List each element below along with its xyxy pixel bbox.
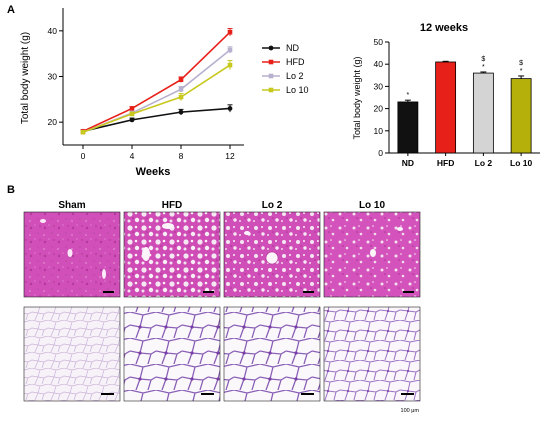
point-lo-10 [80,129,86,135]
line-chart-y-label: Total body weight (g) [20,32,31,124]
line-chart-x-tick-label: 12 [225,151,235,161]
scale-bar-adipose-lo10 [401,393,414,395]
bar-group-hfd: HFD [435,60,457,168]
line-chart-x-tick-label: 0 [81,151,86,161]
legend-marker-lo-2 [268,73,274,79]
line-chart-x-tick-label: 4 [130,151,135,161]
legend-item-hfd: HFD [262,57,305,67]
bar-group-lo-2: Lo 2 *$ [472,56,494,168]
point-lo-10 [227,62,233,68]
point-hfd [178,77,184,82]
bar-chart-y-label: Total body weight (g) [352,56,362,139]
liver-image-lo10 [323,211,421,298]
line-chart-y-tick-label: 20 [48,117,58,127]
series-line-nd [82,107,231,133]
scale-bar-liver-hfd [203,291,214,293]
histology-grid: Sham HFD Lo 2 Lo 10 [23,200,421,414]
series-line-hfd [82,31,231,133]
bar-chart-x-tick-label: Lo 10 [510,158,532,168]
adipose-image-sham [23,306,121,402]
legend-marker-nd [268,45,274,51]
scale-bar-adipose-lo2 [301,393,314,395]
bar-chart-y-tick-label: 20 [374,104,384,114]
legend-item-lo-2: Lo 2 [262,71,304,81]
series-hfd [80,28,233,134]
line-chart-y-tick-label: 30 [48,72,58,82]
point-lo-2 [178,86,184,92]
line-chart-x-tick-label: 8 [179,151,184,161]
liver-image-sham [23,211,121,298]
bar-annotation-lo-10: * [520,68,523,75]
bar-chart-y-tick-label: 50 [374,37,384,47]
bar-chart: 12 weeks 0 10 20 30 40 50 Total body weight (… [352,22,540,168]
line-chart: 20 30 40 0 4 8 12 Total body weight (g) Weeks… [20,8,309,178]
bar-chart-x-tick-label: HFD [437,158,454,168]
bar-chart-y-tick-label: 30 [374,81,384,91]
point-nd [178,109,184,115]
adipose-image-hfd [123,306,221,402]
series-line-lo-10 [82,64,231,133]
histology-label-hfd: HFD [162,200,183,211]
bar-nd [397,101,419,154]
scale-bar-label: 100 μm [401,408,420,414]
panel-letter-b: B [7,184,15,196]
scale-bar-adipose-sham [101,393,114,395]
legend-label-lo-2: Lo 2 [286,71,304,81]
line-chart-x-label: Weeks [136,166,171,178]
adipose-image-lo10 [323,306,421,402]
legend-marker-lo-10 [268,87,274,93]
line-chart-y-tick-label: 40 [48,26,58,36]
point-lo-2 [227,47,233,53]
bar-chart-x-tick-label: ND [402,158,414,168]
scale-bar-liver-sham [103,291,114,293]
scale-bar-adipose-hfd [201,393,214,395]
point-hfd [227,29,233,35]
legend-item-nd: ND [262,43,299,53]
scale-bar-liver-lo2 [303,291,314,293]
histology-label-lo10: Lo 10 [359,200,386,211]
histology-label-lo2: Lo 2 [262,200,283,211]
bar-chart-y-tick-label: 10 [374,126,384,136]
point-lo-10 [178,94,184,100]
series-line-lo-2 [82,49,231,133]
point-nd [129,117,135,123]
bar-annotation-nd: * [407,92,410,99]
series-nd [80,104,233,134]
line-chart-legend: ND HFD Lo 2 Lo 10 [262,43,309,95]
legend-label-nd: ND [286,43,299,53]
bar-chart-title: 12 weeks [420,22,468,34]
point-nd [227,106,233,111]
legend-marker-hfd [268,59,274,65]
adipose-image-lo2 [223,306,321,402]
bar-hfd [435,61,457,154]
histology-label-sham: Sham [58,200,85,211]
bar-group-nd: ND * [397,92,419,168]
bar-lo-10 [510,78,532,154]
point-lo-10 [129,111,135,117]
bar-annotation-lo-10: $ [519,60,523,67]
legend-item-lo-10: Lo 10 [262,85,309,95]
liver-image-lo2 [223,211,321,298]
bar-chart-y-tick-label: 40 [374,59,384,69]
point-hfd [129,106,135,111]
scale-bar-liver-lo10 [403,291,414,293]
panel-letter-a: A [7,4,15,16]
series-lo-10 [80,60,233,135]
bar-chart-x-tick-label: Lo 2 [475,158,493,168]
bar-chart-y-tick-label: 0 [378,148,383,158]
bar-annotation-lo-2: * [482,64,485,71]
bar-lo-2 [472,72,494,154]
legend-label-lo-10: Lo 10 [286,85,309,95]
legend-label-hfd: HFD [286,57,305,67]
bar-annotation-lo-2: $ [481,56,485,63]
liver-image-hfd [123,211,221,298]
bar-group-lo-10: Lo 10 *$ [510,60,532,168]
